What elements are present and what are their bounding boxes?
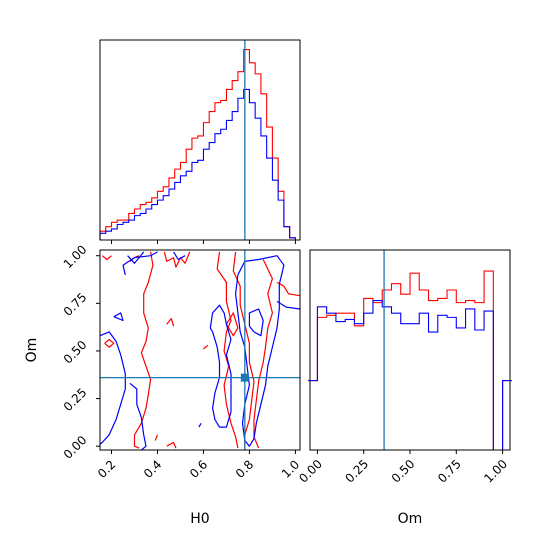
joint-x-tick-label: 0.2 (95, 457, 118, 480)
joint-x-tick-label: 0.8 (233, 457, 256, 480)
joint-contours (100, 251, 300, 450)
contour-red (104, 338, 115, 348)
contour-blue (113, 312, 124, 322)
joint-x-tick-label: 0.4 (141, 457, 164, 480)
h0-histogram-blue (99, 88, 296, 240)
contour-blue (100, 331, 126, 445)
contour-red (154, 434, 159, 441)
contour-red (276, 281, 300, 297)
contour-red (133, 251, 154, 449)
om-marginal-panel: 0.00 0.25 0.50 0.75 1.00 (296, 249, 512, 486)
contour-red (216, 251, 239, 449)
contour-red (166, 441, 177, 449)
om-x-tick-label: 0.50 (389, 457, 418, 486)
contour-blue (173, 251, 186, 261)
om-histogram-blue (308, 299, 512, 451)
joint-truth-marker (240, 373, 249, 382)
h0-histogram-red (99, 48, 296, 240)
contour-blue (248, 308, 264, 337)
contour-blue (209, 304, 232, 428)
contour-red (163, 251, 191, 268)
contour-blue (122, 251, 158, 275)
contour-blue (127, 251, 145, 264)
contour-red (253, 259, 273, 449)
om-histogram-red (308, 270, 512, 451)
joint-x-tick-label: 0.6 (187, 457, 210, 480)
om-axis-label-bottom: Om (398, 511, 423, 527)
joint-y-tick-label: 1.00 (61, 242, 90, 271)
joint-y-tick-label: 0.50 (61, 338, 90, 367)
joint-y-tick-label: 0.75 (61, 290, 90, 319)
joint-panel-frame (99, 249, 301, 451)
contour-blue (276, 300, 300, 310)
joint-contour-panel: 0.2 0.4 0.6 0.8 1.00.000.250.500.751.00 (61, 242, 302, 480)
contour-blue (129, 382, 147, 450)
om-x-tick-label: 0.75 (435, 457, 464, 486)
joint-y-tick-label: 0.25 (61, 385, 90, 414)
contour-blue (198, 422, 202, 428)
contour-red (203, 344, 209, 350)
h0-axis-label: H0 (190, 511, 209, 527)
om-x-tick-label: 0.25 (342, 457, 371, 486)
contour-red (101, 255, 112, 261)
contour-red (166, 318, 175, 327)
contour-red (225, 312, 239, 337)
contour-blue (235, 255, 285, 447)
om-x-tick-label: 1.00 (481, 457, 510, 486)
om-x-tick-label: 0.00 (296, 457, 325, 486)
om-axis-label-left: Om (24, 338, 40, 363)
h0-panel-frame (99, 39, 301, 241)
contour-red (232, 251, 255, 449)
h0-marginal-panel (99, 39, 301, 244)
joint-y-tick-label: 0.00 (61, 433, 90, 462)
